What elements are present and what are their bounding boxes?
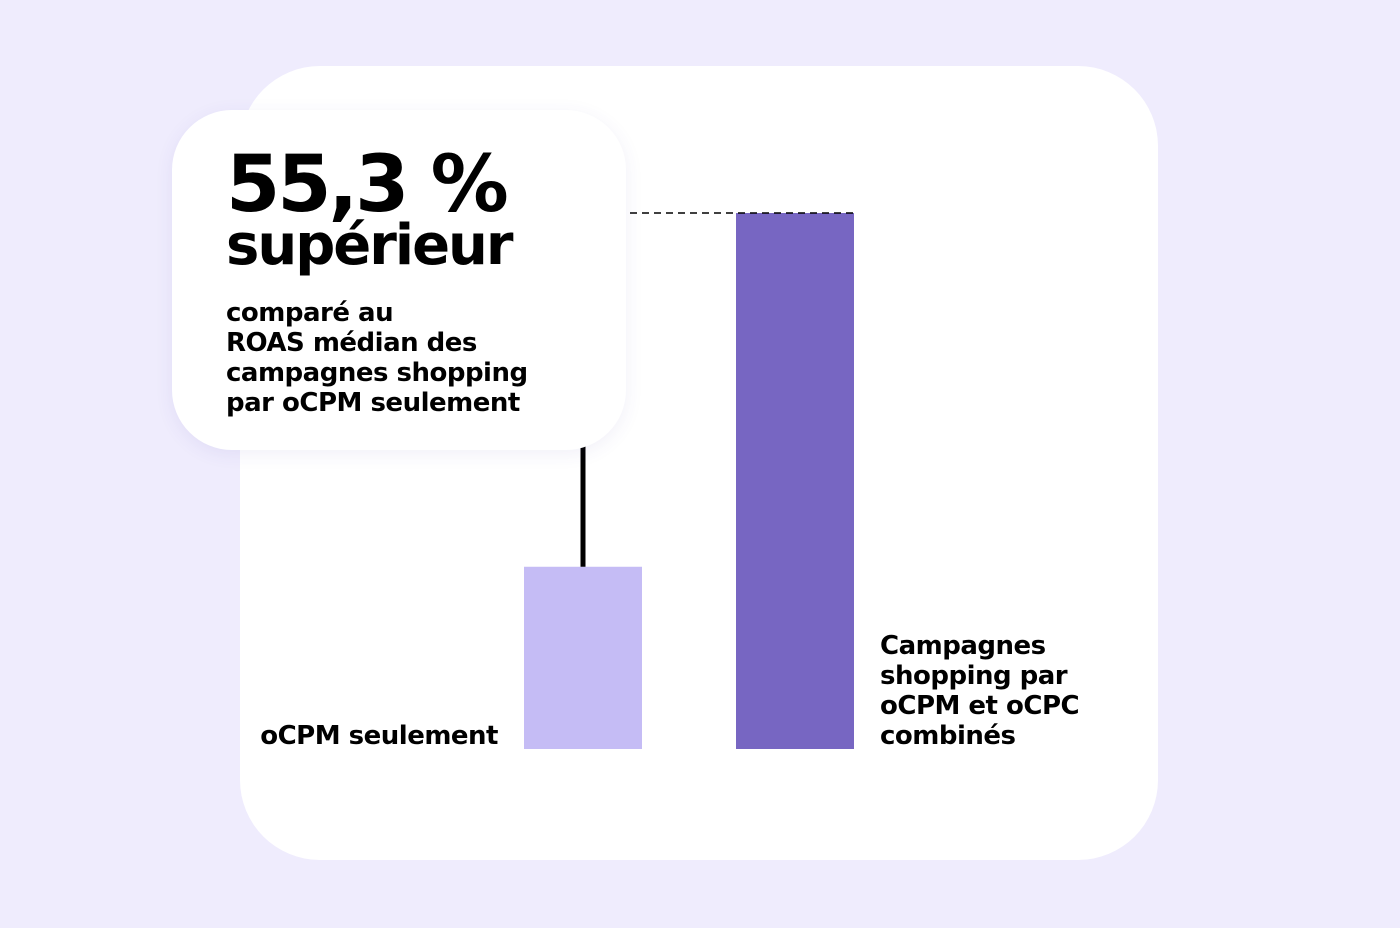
category-label: Campagnes shopping par oCPM et oCPC comb… <box>880 631 1080 751</box>
callout-box <box>172 110 626 450</box>
headline: 55,3 % <box>226 140 509 230</box>
annotation-line: ROAS médian des <box>226 328 477 358</box>
annotation-line: comparé au <box>226 298 394 328</box>
category-label: oCPM seulement <box>260 721 498 751</box>
annotation-text: comparé au ROAS médian des campagnes shopp… <box>226 298 528 418</box>
annotation-line: par oCPM seulement <box>226 388 520 418</box>
bar <box>736 213 854 749</box>
bar <box>524 566 642 749</box>
annotation-line: campagnes shopping <box>226 358 528 388</box>
subheadline: supérieur <box>226 213 514 278</box>
